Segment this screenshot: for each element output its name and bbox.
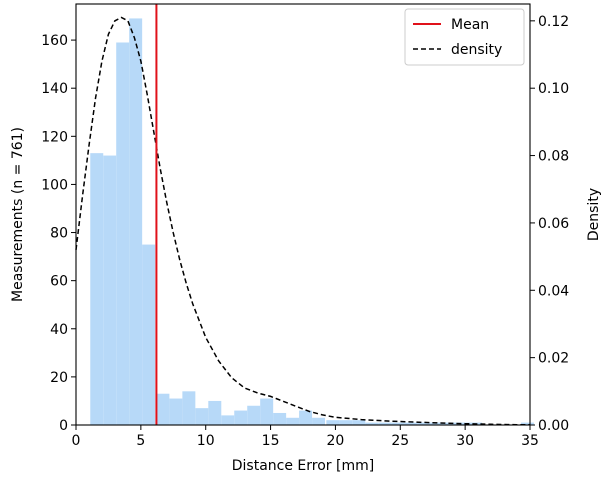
histogram-bar [195,408,208,425]
histogram-bar [90,153,103,425]
y-tick-label: 80 [50,226,68,242]
x-tick-label: 0 [72,433,81,449]
histogram-bar [260,399,273,425]
x-tick-label: 35 [521,433,539,449]
y-tick-label: 60 [50,274,68,290]
legend: Mean density [405,9,524,65]
histogram-bar [182,391,195,425]
y-tick-label: 120 [41,129,68,145]
x-tick-label: 25 [391,433,409,449]
y2-tick-label: 0.00 [538,418,569,434]
histogram-bar [169,399,182,425]
legend-density-label: density [451,42,502,58]
histogram-bar [339,420,352,425]
x-tick-label: 5 [136,433,145,449]
histogram-bar [286,418,299,425]
histogram-bar [116,42,129,425]
x-axis-label: Distance Error [mm] [232,458,374,474]
histogram-bar [234,411,247,425]
histogram-bar [208,401,221,425]
y-tick-label: 140 [41,81,68,97]
histogram-bar [142,245,155,425]
y-tick-label: 100 [41,177,68,193]
histogram-bar [352,420,365,425]
y2-axis-ticks: 0.00 0.02 0.04 0.06 0.08 0.10 0.12 [530,14,569,434]
histogram-bar [312,418,325,425]
histogram-bar [103,156,116,425]
histogram-bar [247,406,260,425]
histogram-bar [299,411,312,425]
histogram-bar [129,18,142,425]
histogram-bar [326,420,339,425]
y-axis-ticks: 0 20 40 60 80 100 120 140 160 [41,33,76,434]
histogram-bar [221,415,234,425]
histogram-bar [156,394,169,425]
y2-tick-label: 0.06 [538,216,569,232]
y2-tick-label: 0.12 [538,14,569,30]
x-tick-label: 20 [327,433,345,449]
x-axis-ticks: 0 5 10 15 20 25 30 35 [72,425,539,449]
x-tick-label: 15 [262,433,280,449]
x-tick-label: 10 [197,433,215,449]
y-tick-label: 0 [59,418,68,434]
y-tick-label: 160 [41,33,68,49]
y2-tick-label: 0.04 [538,283,569,299]
y2-tick-label: 0.08 [538,149,569,165]
y2-tick-label: 0.10 [538,81,569,97]
x-tick-label: 30 [456,433,474,449]
y-tick-label: 40 [50,322,68,338]
legend-mean-label: Mean [451,17,489,33]
y2-tick-label: 0.02 [538,351,569,367]
y-axis-label: Measurements (n = 761) [10,127,26,302]
y-tick-label: 20 [50,370,68,386]
y2-axis-label: Density [586,188,602,241]
histogram-bar [273,413,286,425]
